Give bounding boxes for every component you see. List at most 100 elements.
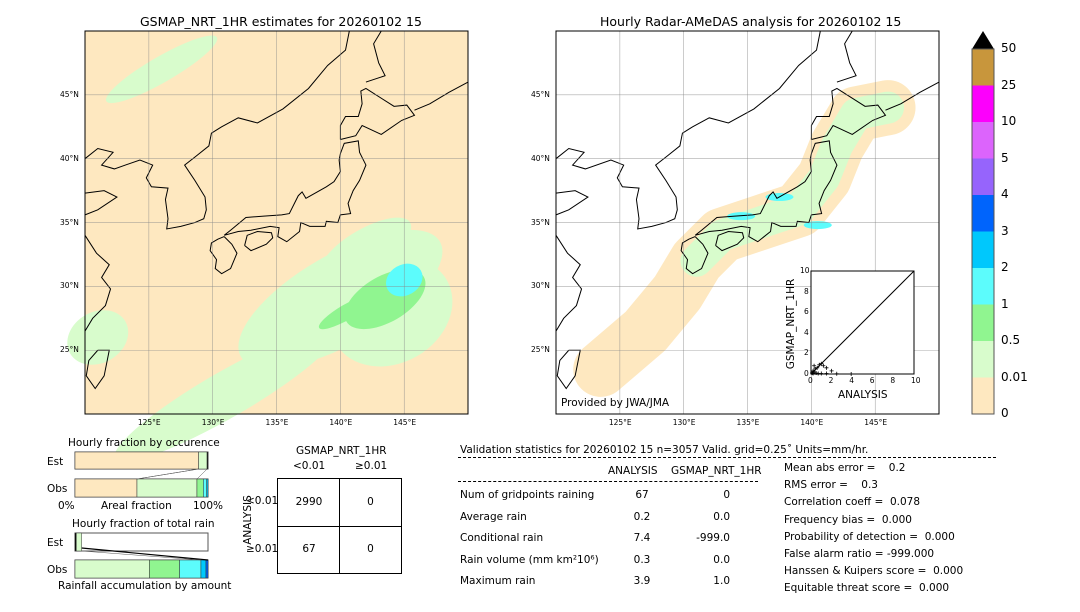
connector — [81, 547, 209, 561]
stats-analysis: 3.9 — [633, 575, 651, 587]
rain-fraction-title: Hourly fraction of total rain — [72, 518, 215, 530]
scatter-point — [824, 365, 829, 370]
colorbar-segment — [972, 195, 994, 232]
occurrence-obs-bar-segment — [74, 478, 138, 498]
coastline — [244, 230, 274, 252]
occurrence-min-label: 0% — [58, 500, 75, 512]
contingency-row-1: <0.01 — [246, 495, 279, 507]
rain-area — [67, 310, 129, 365]
colorbar-segment — [972, 49, 994, 86]
connector — [136, 468, 199, 480]
stats-label: Average rain — [460, 510, 527, 523]
contingency-col-1: <0.01 — [293, 460, 326, 472]
stats-label: Num of gridpoints raining — [460, 489, 595, 501]
scatter-xlabel: ANALYSIS — [838, 389, 888, 401]
scatter-point — [814, 370, 819, 375]
occurrence-max-label: 100% — [193, 500, 224, 512]
scatter-point — [812, 363, 817, 368]
score-line: Mean abs error = 0.2 — [784, 462, 906, 474]
coastline — [209, 236, 238, 275]
scatter-point — [815, 365, 820, 370]
coastline — [680, 236, 709, 275]
rain-est-bar-frame — [74, 532, 209, 552]
lon-tick: 125°E — [608, 418, 632, 427]
colorbar-extend-arrow — [972, 31, 994, 49]
colorbar-segment — [972, 304, 994, 341]
colorbar-label: 25 — [1001, 77, 1017, 92]
scatter-xtick: 4 — [849, 376, 854, 385]
contingency-row-2: ≥0.01 — [246, 543, 279, 555]
score-line: Equitable threat score = 0.000 — [784, 582, 950, 595]
cell-hit-neg: 2990 — [295, 496, 323, 508]
lon-tick: 145°E — [864, 418, 888, 427]
stats-gsmap: 0.0 — [713, 510, 730, 523]
lat-tick: 35°N — [60, 217, 79, 227]
score-line: False alarm ratio = -999.000 — [784, 548, 935, 560]
lat-tick: 30°N — [60, 281, 79, 291]
radar-rain-core — [803, 221, 832, 230]
occurrence-obs-bar-segment — [136, 478, 198, 498]
stats-header: Validation statistics for 20260102 15 n=… — [460, 444, 869, 456]
connector — [196, 468, 208, 480]
colorbar-label: 3 — [1001, 223, 1009, 238]
occurrence-xlabel: Areal fraction — [101, 500, 172, 512]
rain-xlabel: Rainfall accumulation by amount — [58, 580, 232, 592]
lon-tick: 145°E — [393, 418, 417, 427]
stats-label: Maximum rain — [460, 575, 536, 587]
stats-col-analysis: ANALYSIS — [608, 465, 658, 477]
scatter-ytick: 8 — [804, 286, 809, 296]
scatter-ytick: 6 — [804, 307, 809, 317]
scatter-point — [824, 371, 829, 376]
lon-tick: 130°E — [672, 418, 696, 427]
scatter-ylabel: GSMAP_NRT_1HR — [785, 278, 797, 370]
scatter-point — [819, 371, 824, 376]
lat-tick: 45°N — [531, 89, 550, 99]
lon-tick: 135°E — [736, 418, 760, 427]
lat-tick: 45°N — [60, 89, 79, 99]
coastline — [223, 140, 367, 243]
scatter-ytick: 0 — [804, 369, 809, 378]
stats-gsmap: 0.0 — [713, 553, 730, 566]
scatter-ytick: 10 — [800, 266, 810, 275]
colorbar-segment — [972, 341, 994, 378]
scatter-point — [811, 371, 816, 376]
rain-area — [318, 294, 375, 330]
rain-obs-label: Obs — [47, 564, 68, 576]
map-frame — [555, 30, 940, 415]
scatter-xtick: 8 — [890, 376, 896, 385]
lat-tick: 35°N — [531, 217, 550, 227]
scatter-xtick: 10 — [911, 376, 921, 385]
lon-tick: 130°E — [201, 418, 225, 427]
map-frame — [84, 30, 469, 415]
coastline — [84, 235, 112, 332]
contingency-col-2: ≥0.01 — [355, 460, 388, 472]
colorbar-label: 10 — [1001, 114, 1017, 128]
stats-analysis: 7.4 — [633, 532, 651, 544]
scatter-xtick: 6 — [869, 376, 875, 385]
lon-tick: 140°E — [800, 418, 824, 427]
rain-obs-bar-segment — [179, 559, 202, 579]
occurrence-title: Hourly fraction by occurence — [68, 437, 220, 449]
lat-tick: 40°N — [531, 153, 550, 163]
colorbar-label: 4 — [1001, 187, 1009, 201]
scatter-point — [834, 371, 839, 376]
rain-area — [105, 35, 218, 104]
colorbar-segment — [972, 377, 994, 414]
cell-false-alarm: 0 — [367, 496, 374, 508]
score-line: Correlation coeff = 0.078 — [784, 496, 920, 509]
coastline — [694, 140, 838, 243]
coastline — [555, 190, 589, 216]
scatter-xtick: 0 — [808, 376, 813, 385]
colorbar-label: 0.5 — [1001, 333, 1021, 347]
stats-analysis: 67 — [635, 489, 649, 501]
contingency-title: GSMAP_NRT_1HR — [296, 445, 387, 457]
lon-tick: 140°E — [329, 418, 353, 427]
occurrence-obs-bar-segment — [206, 478, 209, 498]
stats-label: Rain volume (mm km²10⁶) — [460, 553, 599, 566]
colorbar-frame — [971, 48, 995, 415]
colorbar-label: 0.01 — [1001, 369, 1028, 384]
map-credit: Provided by JWA/JMA — [561, 397, 670, 409]
occurrence-obs-bar-segment — [196, 478, 204, 498]
lat-tick: 25°N — [531, 345, 550, 355]
